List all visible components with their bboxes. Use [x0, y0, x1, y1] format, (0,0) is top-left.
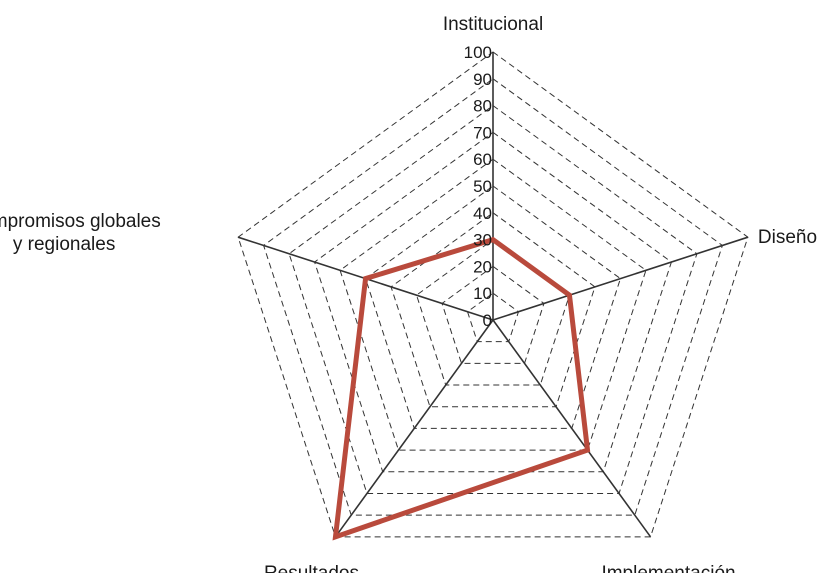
grid-ring-10	[466, 292, 520, 343]
axis-label-4-line-0: Compromisos globales	[0, 211, 161, 232]
tick-label: 20	[473, 257, 492, 276]
axis-label-4-line-1: y regionales	[13, 234, 115, 255]
tick-label: 70	[473, 123, 492, 142]
tick-label: 100	[464, 43, 492, 62]
tick-label: 40	[473, 204, 492, 223]
grid-ring-20	[441, 265, 545, 364]
tick-label: 50	[473, 177, 492, 196]
data-point-2	[587, 449, 589, 451]
axis-labels: Institucional Diseño Implementación Resulta…	[0, 14, 817, 573]
axis-label-0: Institucional	[443, 14, 543, 35]
tick-label: 60	[473, 150, 492, 169]
data-point-1	[568, 294, 570, 296]
grid-ring-60	[339, 158, 647, 451]
grid-ring-70	[313, 131, 673, 473]
grid-ring-50	[364, 185, 622, 429]
axis-spoke-3	[334, 319, 494, 538]
axis-label-3: Resultados	[264, 563, 359, 573]
tick-label: 80	[473, 97, 492, 116]
grid-layer	[237, 51, 749, 538]
grid-ring-90	[263, 78, 723, 516]
series-line	[332, 236, 591, 541]
axis-label-2: Implementación	[601, 563, 735, 573]
data-point-3	[334, 536, 336, 538]
axis-spoke-1	[492, 236, 749, 321]
series-layer	[332, 236, 591, 541]
tick-label: 30	[473, 231, 492, 250]
grid-ring-30	[415, 238, 571, 386]
tick-labels: 0 10 20 30 40 50 60 70 80 90 100	[464, 43, 492, 330]
tick-label: 90	[473, 70, 492, 89]
grid-ring-100	[237, 51, 749, 538]
data-point-0	[492, 239, 494, 241]
grid-ring-80	[288, 104, 698, 494]
grid-ring-40	[390, 212, 596, 408]
tick-label: 10	[473, 284, 492, 303]
axis-spoke-2	[492, 319, 652, 538]
data-point-4	[365, 278, 367, 280]
tick-label: 0	[483, 311, 492, 330]
axes-layer	[237, 52, 749, 538]
axis-label-1: Diseño	[758, 227, 817, 248]
